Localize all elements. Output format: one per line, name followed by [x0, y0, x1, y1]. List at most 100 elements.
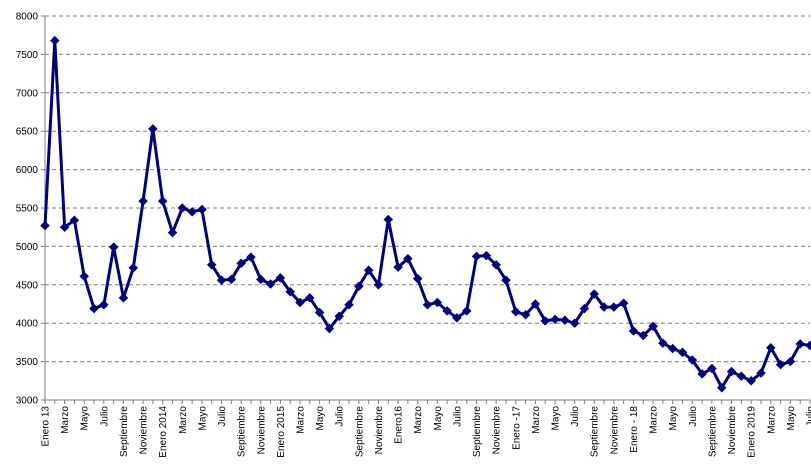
data-point	[167, 227, 178, 238]
data-point	[187, 206, 197, 217]
data-point	[304, 293, 315, 303]
x-tick-label: Julio	[806, 406, 811, 427]
x-tick-label: Marzo	[766, 406, 777, 434]
data-point	[579, 303, 590, 314]
x-tick-label: Noviembre	[374, 406, 385, 455]
data-point	[677, 347, 688, 358]
data-point	[79, 271, 90, 282]
data-point	[608, 302, 619, 312]
data-point	[756, 368, 766, 378]
data-point	[324, 323, 335, 334]
y-tick-label: 5500	[16, 204, 39, 215]
data-point	[412, 273, 423, 284]
data-point	[599, 302, 609, 312]
y-tick-label: 7500	[16, 50, 39, 61]
data-point	[383, 214, 394, 225]
data-point	[69, 215, 80, 226]
data-point	[628, 326, 639, 336]
data-point	[314, 307, 325, 318]
data-point	[658, 338, 668, 349]
y-tick-label: 4000	[16, 319, 39, 330]
x-tick-label: Enero 2015	[276, 406, 287, 458]
data-point	[177, 203, 188, 213]
data-point	[128, 263, 139, 273]
y-tick-label: 6500	[16, 127, 39, 138]
x-tick-label: Septiembre	[237, 406, 248, 458]
x-tick-label: Septiembre	[472, 406, 483, 458]
x-tick-label: Marzo	[60, 406, 71, 434]
data-point	[471, 251, 482, 262]
x-tick-label: Septiembre	[119, 406, 130, 458]
data-point	[275, 273, 286, 283]
data-point	[255, 274, 266, 285]
x-tick-label: Mayo	[551, 406, 562, 431]
x-tick-label: Marzo	[531, 406, 542, 434]
data-point	[452, 312, 462, 323]
y-tick-label: 4500	[16, 280, 39, 291]
data-point	[667, 343, 678, 354]
y-axis-ticks: 3000 3500 4000 4500 5000 5500 6000 6500 7000 7500…	[16, 12, 45, 407]
data-point	[736, 371, 747, 382]
data-point	[716, 382, 727, 393]
x-tick-label: Julio	[452, 406, 463, 427]
y-tick-label: 3000	[16, 396, 39, 407]
data-point	[687, 355, 698, 365]
x-tick-label: Julio	[217, 406, 228, 427]
x-tick-label: Marzo	[178, 406, 189, 434]
data-point	[138, 196, 148, 206]
data-point	[461, 306, 472, 316]
x-tick-label: Mayo	[80, 406, 91, 431]
data-point	[726, 366, 737, 377]
x-tick-label: Marzo	[649, 406, 660, 434]
x-tick-label: Mayo	[433, 406, 444, 431]
data-point	[795, 339, 806, 349]
data-point	[746, 375, 757, 386]
data-point	[697, 369, 707, 379]
data-point	[40, 220, 50, 231]
data-point	[491, 259, 502, 270]
data-point	[481, 250, 492, 261]
data-point	[206, 259, 217, 270]
x-tick-label: Noviembre	[139, 406, 150, 455]
data-point	[236, 258, 247, 269]
x-tick-label: Septiembre	[354, 406, 365, 458]
series-markers	[40, 35, 811, 393]
x-tick-label: Mayo	[786, 406, 797, 431]
x-tick-label: Julio	[335, 406, 346, 427]
data-point	[520, 309, 531, 320]
data-point	[363, 265, 374, 276]
x-tick-label: Marzo	[413, 406, 424, 434]
x-tick-label: Julio	[99, 406, 110, 427]
data-point	[442, 306, 452, 316]
x-tick-label: Mayo	[668, 406, 679, 431]
data-point	[49, 35, 60, 46]
data-point	[422, 299, 433, 310]
data-point	[98, 299, 109, 310]
x-tick-label: Septiembre	[590, 406, 601, 458]
data-point	[540, 316, 551, 326]
x-tick-label: Noviembre	[256, 406, 267, 455]
y-tick-label: 7000	[16, 88, 39, 99]
x-tick-label: Noviembre	[492, 406, 503, 455]
data-point	[589, 289, 600, 299]
data-point	[403, 253, 413, 264]
data-point	[373, 279, 384, 290]
x-tick-label: Enero 2019	[747, 406, 758, 458]
x-tick-label: Enero 13	[41, 406, 52, 447]
data-point	[765, 342, 776, 353]
data-point	[550, 314, 560, 325]
data-point	[246, 252, 256, 263]
data-point	[197, 204, 207, 215]
data-point	[393, 262, 403, 272]
x-axis-ticks: Enero 13 Marzo Mayo Julio Septiembre Noviembr…	[41, 400, 811, 458]
y-tick-label: 3500	[16, 357, 39, 368]
x-tick-label: Septiembre	[707, 406, 718, 458]
data-point	[775, 359, 786, 370]
x-tick-label: Julio	[570, 406, 581, 427]
data-point	[707, 363, 717, 374]
data-point	[118, 293, 129, 303]
x-tick-label: Julio	[688, 406, 699, 427]
data-point	[226, 274, 237, 285]
y-tick-label: 6000	[16, 165, 39, 176]
